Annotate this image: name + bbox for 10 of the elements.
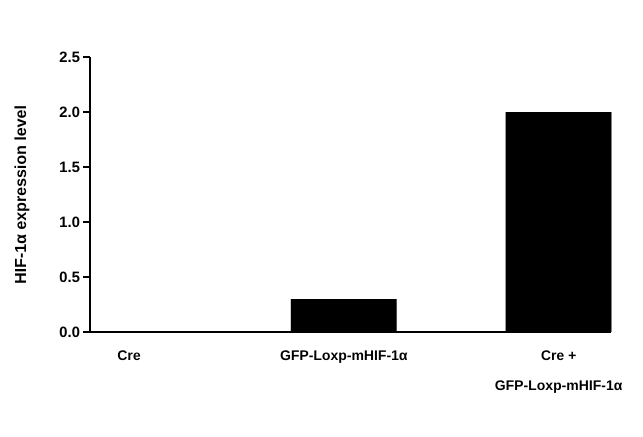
y-tick-label: 2.5 <box>59 48 80 66</box>
x-tick-label: Cre + GFP-Loxp-mHIF-1α <box>494 347 623 393</box>
y-tick-label: 0.0 <box>59 324 80 341</box>
y-tick-label: 1.0 <box>59 214 80 231</box>
x-tick-label: Cre <box>117 347 141 363</box>
y-tick-label: 0.5 <box>59 268 80 286</box>
y-axis-title: HIF-1α expression level <box>13 105 30 284</box>
y-tick-label: 2.0 <box>59 104 80 121</box>
x-tick-label: GFP-Loxp-mHIF-1α <box>280 347 408 363</box>
y-tick-label: 1.5 <box>59 158 80 176</box>
